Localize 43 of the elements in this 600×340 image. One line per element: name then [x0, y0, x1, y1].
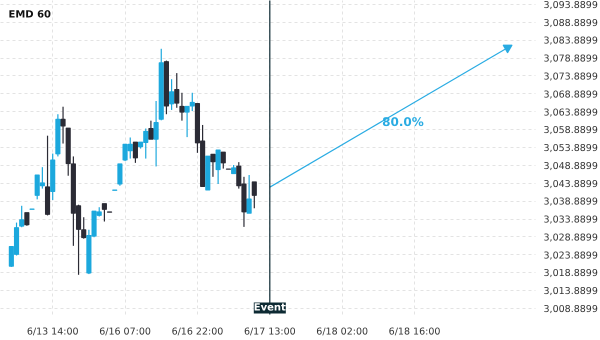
y-tick-label: 3,058.8899: [544, 125, 598, 136]
candlestick: [179, 92, 184, 122]
candlestick: [102, 203, 107, 222]
y-tick-label: 3,023.8899: [544, 250, 598, 262]
candlestick: [210, 154, 216, 178]
candlestick: [174, 72, 180, 108]
candlestick: [169, 78, 174, 111]
candlestick: [19, 205, 24, 228]
annotation: 80.0%: [382, 115, 424, 130]
y-tick-label: 3,033.8899: [544, 214, 598, 226]
candlestick: [132, 142, 138, 164]
y-tick-label: 3,083.8899: [544, 36, 598, 47]
x-tick-label: 6/16 22:00: [172, 326, 224, 338]
y-tick-label: 3,088.8899: [544, 18, 598, 29]
x-tick-label: 6/16 07:00: [99, 326, 151, 338]
candlestick: [148, 120, 154, 140]
y-tick-label: 3,013.8899: [544, 286, 598, 298]
x-tick-label: 6/18 16:00: [388, 326, 440, 338]
x-tick-label: 6/17 13:00: [244, 326, 296, 338]
candlestick: [216, 149, 221, 185]
candlestick: [60, 106, 66, 144]
y-tick-label: 3,078.8899: [544, 54, 598, 65]
y-tick-label: 3,008.8899: [544, 304, 598, 315]
candlestick: [24, 212, 30, 226]
y-tick-label: 3,093.8899: [544, 0, 598, 11]
y-tick-label: 3,063.8899: [544, 107, 598, 118]
candlestick: [220, 152, 226, 170]
y-tick-label: 3,073.8899: [544, 71, 598, 82]
y-tick-label: 3,053.8899: [544, 143, 598, 154]
candlestick: [154, 100, 159, 168]
y-tick-label: 3,043.8899: [544, 178, 598, 190]
x-tick-label: 6/18 02:00: [316, 326, 368, 338]
y-tick-label: 3,048.8899: [544, 160, 598, 172]
candlestick: [246, 174, 252, 214]
x-tick-label: 6/13 14:00: [26, 326, 79, 338]
candlestick: [252, 181, 257, 209]
y-tick-label: 3,038.8899: [544, 196, 598, 208]
y-tick-label: 3,028.8899: [544, 232, 598, 244]
ref-line-label: Event: [254, 302, 286, 314]
y-tick-label: 3,068.8899: [544, 89, 598, 100]
y-tick-label: 3,018.8899: [544, 268, 598, 280]
text: EMD 60: [8, 10, 52, 20]
candlestick: [117, 163, 122, 186]
